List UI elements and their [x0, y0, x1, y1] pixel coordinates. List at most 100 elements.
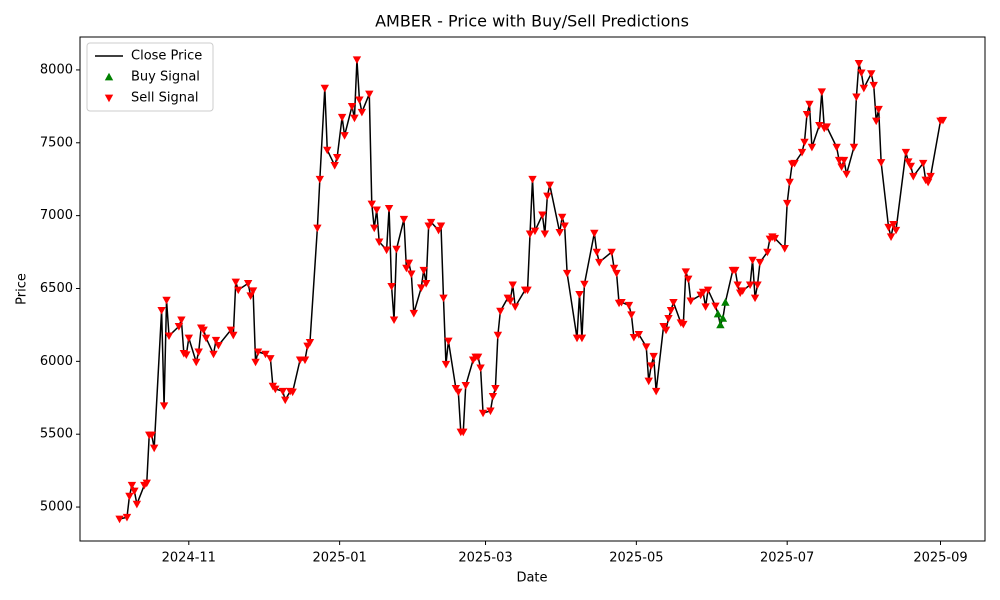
sell-marker — [681, 268, 691, 276]
sell-marker — [162, 296, 171, 305]
sell-marker — [300, 356, 310, 365]
sell-marker — [125, 492, 134, 501]
sell-marker — [478, 409, 488, 418]
sell-marker — [876, 159, 886, 167]
sell-marker — [859, 84, 869, 93]
legend: Close Price Buy Signal Sell Signal — [86, 42, 214, 112]
sell-marker — [266, 355, 275, 363]
sell-marker — [800, 138, 809, 147]
sell-marker — [560, 222, 569, 231]
buy-marker — [713, 309, 723, 318]
sell-marker — [382, 246, 391, 255]
sell-marker — [352, 56, 362, 64]
sell-marker — [627, 311, 636, 319]
y-tick-label: 6000 — [40, 354, 73, 369]
legend-label: Sell Signal — [131, 91, 199, 106]
sell-marker — [745, 281, 755, 290]
sell-marker — [417, 284, 426, 292]
sell-marker — [698, 288, 708, 297]
sell-marker — [491, 384, 500, 393]
sell-marker — [278, 387, 287, 396]
sell-marker — [807, 143, 817, 152]
y-tick-label: 7500 — [40, 135, 73, 150]
x-tick-label: 2025-07 — [760, 551, 814, 566]
legend-swatch — [104, 94, 114, 103]
sell-marker — [320, 84, 329, 93]
sell-marker — [473, 353, 483, 362]
sell-marker — [271, 385, 280, 394]
sell-marker — [313, 224, 322, 233]
buy-marker — [721, 298, 730, 306]
sell-marker — [199, 326, 208, 335]
sell-marker — [545, 181, 555, 190]
x-tick-label: 2025-05 — [609, 551, 663, 566]
sell-marker — [543, 192, 552, 201]
sell-marker — [854, 60, 864, 68]
sell-marker — [805, 100, 814, 109]
sell-marker — [651, 387, 661, 396]
sell-marker — [426, 218, 436, 227]
sell-marker — [661, 326, 671, 335]
sell-marker — [367, 200, 376, 209]
sell-marker — [904, 158, 913, 166]
sell-marker — [686, 297, 695, 306]
sell-marker — [644, 377, 653, 386]
sell-marker — [174, 323, 184, 331]
legend-box — [86, 42, 214, 112]
sell-marker — [226, 326, 236, 335]
sell-marker — [926, 172, 935, 181]
sell-marker — [711, 302, 720, 311]
sell-marker — [461, 382, 470, 390]
sell-marker — [562, 269, 572, 278]
sell-marker — [454, 388, 463, 397]
sell-marker — [797, 148, 807, 157]
sell-marker — [330, 162, 339, 170]
sell-marker — [246, 292, 255, 300]
sell-marker — [243, 280, 253, 288]
sell-marker — [906, 162, 916, 171]
sell-marker — [849, 143, 859, 152]
sell-marker — [679, 320, 688, 329]
sell-marker — [923, 178, 933, 187]
sell-marker — [209, 350, 218, 359]
sell-marker — [506, 297, 515, 306]
sell-marker — [575, 290, 584, 299]
sell-marker — [634, 331, 644, 339]
sell-marker — [127, 481, 137, 490]
sell-marker — [350, 114, 359, 123]
sell-marker — [666, 306, 676, 315]
sell-marker — [538, 211, 547, 220]
sell-marker — [157, 306, 166, 315]
y-tick-label: 8000 — [40, 62, 73, 77]
sell-marker — [374, 238, 384, 247]
sell-marker — [441, 360, 451, 369]
sell-marker — [580, 280, 589, 289]
sell-marker — [130, 487, 139, 496]
sell-marker — [132, 500, 142, 509]
y-tick-label: 7000 — [40, 208, 73, 223]
sell-marker — [891, 226, 901, 235]
chart-title: AMBER - Price with Buy/Sell Predictions — [375, 12, 689, 31]
sell-marker — [822, 123, 831, 131]
legend-swatch — [104, 72, 114, 81]
sell-marker — [909, 172, 918, 181]
sell-marker — [869, 81, 878, 90]
buy-marker — [718, 314, 728, 322]
sell-marker — [231, 278, 240, 287]
sell-marker — [164, 332, 174, 341]
sell-marker — [389, 316, 399, 325]
sell-marker — [852, 93, 861, 102]
sell-marker — [488, 392, 498, 401]
sell-marker — [392, 245, 401, 254]
sell-marker — [555, 229, 564, 237]
sell-marker — [753, 281, 762, 290]
sell-marker — [337, 113, 347, 122]
legend-label: Buy Signal — [131, 70, 200, 85]
sell-marker — [496, 307, 505, 316]
sell-marker — [281, 396, 290, 405]
x-tick-label: 2025-03 — [458, 551, 512, 566]
sell-marker — [629, 333, 639, 342]
sell-marker — [510, 303, 520, 311]
sell-marker — [872, 117, 881, 126]
sell-marker — [384, 204, 394, 213]
